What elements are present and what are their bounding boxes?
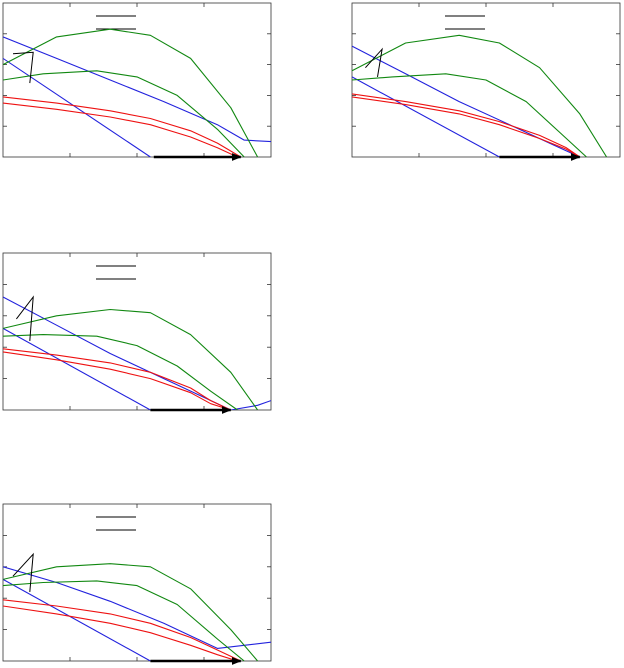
series-line-red — [3, 348, 232, 410]
series-line-red — [352, 96, 581, 157]
plot-frame — [2, 252, 272, 411]
chart-top-right — [351, 2, 621, 161]
chart-middle-left — [2, 252, 272, 414]
chart-bottom-left — [2, 503, 272, 665]
series-line-blue — [3, 36, 271, 143]
plot-frame — [2, 2, 272, 158]
series-line-blue — [3, 57, 151, 157]
series-line-red — [3, 605, 238, 661]
series-line-blue — [352, 45, 581, 157]
series-line-green — [3, 563, 259, 661]
series-line-red — [352, 93, 581, 157]
series-line-blue — [3, 566, 271, 649]
series-line-red — [3, 102, 238, 157]
series-line-red — [3, 599, 242, 661]
series-line-green — [352, 73, 587, 157]
data-area — [3, 28, 271, 157]
series-line-green — [3, 580, 245, 661]
annotation-marker — [12, 51, 34, 84]
annotation-marker — [365, 47, 383, 77]
series-line-red — [3, 96, 242, 157]
series-line-blue — [352, 76, 500, 157]
annotation-marker — [16, 295, 34, 341]
chart-top-left — [2, 2, 272, 161]
series-line-red — [3, 351, 231, 410]
data-area — [3, 563, 271, 661]
series-line-blue — [3, 327, 151, 410]
series-line-green — [3, 28, 259, 157]
series-line-green — [3, 70, 245, 157]
data-area — [3, 296, 271, 410]
annotation-marker — [12, 552, 34, 592]
series-line-green — [3, 308, 259, 410]
series-line-blue — [3, 578, 151, 661]
series-line-green — [352, 34, 608, 157]
series-line-blue — [3, 296, 271, 410]
data-area — [352, 34, 608, 157]
series-line-green — [3, 334, 238, 410]
